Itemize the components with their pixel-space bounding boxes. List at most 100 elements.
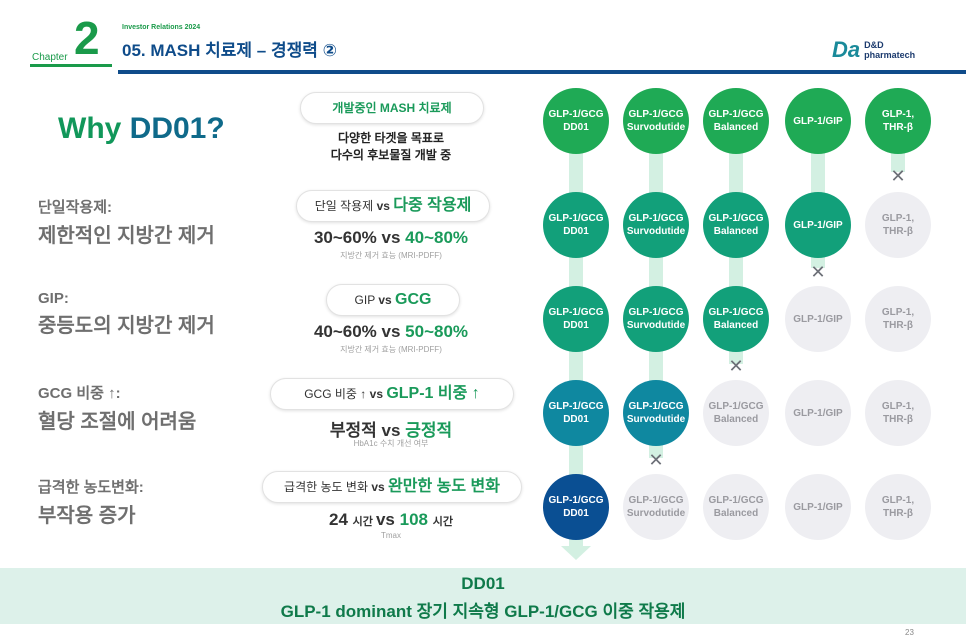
cmp-a: 부정적 bbox=[329, 421, 382, 440]
point-main: 부작용 증가 bbox=[38, 505, 136, 527]
circle-r1-thr: GLP-1, THR-β bbox=[865, 88, 931, 154]
pill-right: 다중 작용제 bbox=[393, 197, 472, 214]
logo-text: D&D pharmatech bbox=[864, 40, 915, 60]
top-pill: 개발중인 MASH 치료제 bbox=[300, 92, 484, 124]
circle-line2: DD01 bbox=[563, 508, 589, 519]
circle-r5-dd01: GLP-1/GCG DD01 bbox=[543, 474, 609, 540]
x-mark-icon: ✕ bbox=[890, 166, 906, 186]
pill-right: 완만한 농도 변화 bbox=[388, 478, 500, 495]
compare-note-4: Tmax bbox=[381, 531, 401, 540]
circle-r2-dd01: GLP-1/GCG DD01 bbox=[543, 192, 609, 258]
circle-r2-thr: GLP-1, THR-β bbox=[865, 192, 931, 258]
circle-r5-glp1-gip: GLP-1/GIP bbox=[785, 474, 851, 540]
point-main: 제한적인 지방간 제거 bbox=[38, 225, 215, 247]
cmp-a-unit: 시간 bbox=[352, 516, 376, 528]
logo-line-1: D&D bbox=[864, 40, 884, 50]
x-mark-icon: ✕ bbox=[728, 356, 744, 376]
circle-line1: GLP-1/GCG bbox=[708, 213, 764, 224]
circle-line1: GLP-1/GIP bbox=[793, 501, 843, 513]
circle-r1-balanced: GLP-1/GCG Balanced bbox=[703, 88, 769, 154]
circle-line2: Survodutide bbox=[626, 508, 686, 519]
circle-r1-dd01: GLP-1/GCG DD01 bbox=[543, 88, 609, 154]
point-sub: GIP: bbox=[38, 290, 69, 307]
cmp-b-unit: 시간 bbox=[432, 516, 453, 528]
top-description-line2: 다수의 후보물질 개발 중 bbox=[330, 148, 452, 162]
circle-line2: Survodutide bbox=[626, 226, 686, 237]
circle-line2: THR-β bbox=[882, 226, 913, 237]
chapter-label: Chapter bbox=[32, 52, 68, 63]
circle-line2: THR-β bbox=[882, 122, 913, 133]
circle-line2: DD01 bbox=[563, 320, 589, 331]
circle-line1: GLP-1/GCG bbox=[548, 401, 604, 412]
circle-line1: GLP-1/GCG bbox=[708, 307, 764, 318]
circle-line1: GLP-1/GIP bbox=[793, 407, 843, 419]
pill-vs: vs bbox=[371, 480, 389, 494]
cmp-b: 108 bbox=[399, 510, 433, 529]
compare-values-2: 40~60% vs 50~80% bbox=[280, 322, 502, 342]
circle-line2: Balanced bbox=[713, 320, 759, 331]
why-heading-part1: Why bbox=[58, 112, 130, 145]
pill-left: 급격한 농도 변화 bbox=[284, 480, 372, 494]
cmp-vs: vs bbox=[381, 322, 406, 341]
circle-r1-glp1-gip: GLP-1/GIP bbox=[785, 88, 851, 154]
ir-label: Investor Relations 2024 bbox=[122, 24, 201, 31]
circle-r3-thr: GLP-1, THR-β bbox=[865, 286, 931, 352]
point-sub: 단일작용제: bbox=[38, 199, 112, 216]
company-logo: Da D&D pharmatech bbox=[832, 37, 915, 63]
circle-line1: GLP-1/GCG bbox=[628, 495, 684, 506]
pill-left: GCG 비중 ↑ bbox=[304, 387, 370, 401]
cmp-b: 긍정적 bbox=[405, 421, 453, 440]
circle-line1: GLP-1/GCG bbox=[628, 109, 684, 120]
point-sub: 급격한 농도변화: bbox=[38, 479, 144, 496]
cmp-b: 40~80% bbox=[405, 228, 469, 247]
circle-line2: THR-β bbox=[882, 320, 913, 331]
point-1: 단일작용제: 제한적인 지방간 제거 bbox=[38, 196, 278, 248]
cmp-a: 30~60% bbox=[313, 228, 382, 247]
circle-r5-balanced: GLP-1/GCG Balanced bbox=[703, 474, 769, 540]
circle-line1: GLP-1/GCG bbox=[708, 495, 764, 506]
circle-line1: GLP-1, bbox=[881, 401, 915, 412]
logo-line-2: pharmatech bbox=[864, 50, 916, 60]
circle-line1: GLP-1, bbox=[881, 213, 915, 224]
circle-line2: Balanced bbox=[713, 508, 759, 519]
pill-right: GLP-1 비중 ↑ bbox=[386, 385, 480, 402]
down-arrow-icon bbox=[561, 546, 591, 560]
circle-r5-survodutide: GLP-1/GCG Survodutide bbox=[623, 474, 689, 540]
circle-r4-survodutide: GLP-1/GCG Survodutide bbox=[623, 380, 689, 446]
compare-pill-2: GIP vs GCG bbox=[326, 284, 460, 316]
point-4: 급격한 농도변화: 부작용 증가 bbox=[38, 476, 278, 528]
circle-line1: GLP-1/GCG bbox=[708, 109, 764, 120]
compare-pill-1: 단일 작용제 vs 다중 작용제 bbox=[296, 190, 490, 222]
circle-line2: THR-β bbox=[882, 508, 913, 519]
point-sub: GCG 비중 ↑: bbox=[38, 385, 121, 402]
pill-right: GCG bbox=[395, 291, 432, 308]
pill-vs: vs bbox=[376, 199, 394, 213]
circle-line2: Balanced bbox=[713, 226, 759, 237]
circle-r3-survodutide: GLP-1/GCG Survodutide bbox=[623, 286, 689, 352]
point-2: GIP: 중등도의 지방간 제거 bbox=[38, 290, 278, 338]
circle-r4-thr: GLP-1, THR-β bbox=[865, 380, 931, 446]
circle-r3-balanced: GLP-1/GCG Balanced bbox=[703, 286, 769, 352]
page-title: 05. MASH 치료제 – 경쟁력 ② bbox=[122, 41, 337, 60]
x-mark-icon: ✕ bbox=[810, 262, 826, 282]
circle-line1: GLP-1/GCG bbox=[628, 401, 684, 412]
circle-line1: GLP-1/GCG bbox=[548, 307, 604, 318]
circle-line1: GLP-1/GIP bbox=[793, 219, 843, 231]
header-divider bbox=[118, 70, 966, 74]
top-description-line1: 다양한 타겟을 목표로 bbox=[337, 131, 445, 145]
circle-line1: GLP-1/GCG bbox=[548, 495, 604, 506]
circle-line2: Survodutide bbox=[626, 414, 686, 425]
circle-line2: DD01 bbox=[563, 226, 589, 237]
pill-left: 단일 작용제 bbox=[314, 199, 377, 213]
compare-note-3: HbA1c 수치 개선 여부 bbox=[353, 439, 429, 448]
x-mark-icon: ✕ bbox=[648, 450, 664, 470]
circle-line2: Survodutide bbox=[626, 320, 686, 331]
page-number: 23 bbox=[905, 628, 914, 637]
why-heading-part2: DD01? bbox=[129, 112, 225, 145]
pill-vs: vs bbox=[369, 387, 387, 401]
conclusion-subtitle: GLP-1 dominant 장기 지속형 GLP-1/GCG 이중 작용제 bbox=[280, 602, 686, 621]
circle-r4-dd01: GLP-1/GCG DD01 bbox=[543, 380, 609, 446]
why-heading: Why DD01? bbox=[58, 112, 225, 146]
circle-r3-dd01: GLP-1/GCG DD01 bbox=[543, 286, 609, 352]
point-main: 혈당 조절에 어려움 bbox=[38, 411, 197, 433]
